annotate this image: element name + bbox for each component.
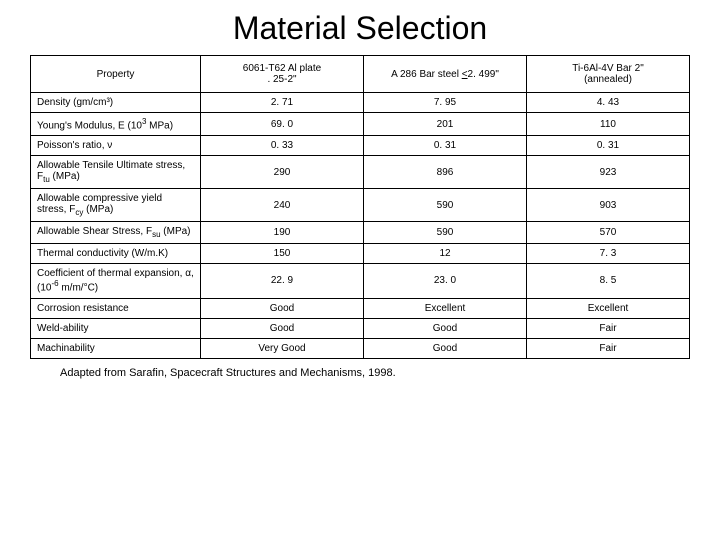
val-cell: Good [364, 338, 527, 358]
prop-cell: Corrosion resistance [31, 298, 201, 318]
prop-cell: Density (gm/cm³) [31, 93, 201, 113]
val-cell: 7. 3 [527, 244, 690, 264]
table-row: Allowable compressive yield stress, Fcy … [31, 189, 690, 222]
table-row: Young's Modulus, E (103 MPa) 69. 0 201 1… [31, 113, 690, 136]
prop-cell: Allowable Tensile Ultimate stress, Ftu (… [31, 156, 201, 189]
footer-citation: Adapted from Sarafin, Spacecraft Structu… [60, 367, 720, 379]
val-cell: 896 [364, 156, 527, 189]
val-cell: 201 [364, 113, 527, 136]
prop-cell: Weld-ability [31, 318, 201, 338]
val-cell: 23. 0 [364, 264, 527, 298]
header-col1-line2: . 25-2" [267, 74, 296, 85]
table-row: Thermal conductivity (W/m.K) 150 12 7. 3 [31, 244, 690, 264]
header-col1-line1: 6061-T62 Al plate [243, 63, 321, 74]
table-row: Corrosion resistance Good Excellent Exce… [31, 298, 690, 318]
val-cell: 590 [364, 222, 527, 244]
table-row: Allowable Tensile Ultimate stress, Ftu (… [31, 156, 690, 189]
val-cell: 69. 0 [201, 113, 364, 136]
prop-cell: Machinability [31, 338, 201, 358]
header-col3-line1: Ti-6Al-4V Bar 2" [572, 63, 644, 74]
header-row: Property 6061-T62 Al plate . 25-2" A 286… [31, 56, 690, 93]
val-cell: Excellent [527, 298, 690, 318]
prop-cell: Allowable Shear Stress, Fsu (MPa) [31, 222, 201, 244]
val-cell: 22. 9 [201, 264, 364, 298]
table-row: Allowable Shear Stress, Fsu (MPa) 190 59… [31, 222, 690, 244]
header-property: Property [31, 56, 201, 93]
prop-cell: Allowable compressive yield stress, Fcy … [31, 189, 201, 222]
table-row: Density (gm/cm³) 2. 71 7. 95 4. 43 [31, 93, 690, 113]
header-col3: Ti-6Al-4V Bar 2" (annealed) [527, 56, 690, 93]
val-cell: 2. 71 [201, 93, 364, 113]
val-cell: 290 [201, 156, 364, 189]
val-cell: Excellent [364, 298, 527, 318]
table-row: Machinability Very Good Good Fair [31, 338, 690, 358]
val-cell: Good [201, 318, 364, 338]
val-cell: 150 [201, 244, 364, 264]
val-cell: 240 [201, 189, 364, 222]
val-cell: Very Good [201, 338, 364, 358]
val-cell: 570 [527, 222, 690, 244]
val-cell: 0. 31 [364, 136, 527, 156]
header-col3-line2: (annealed) [584, 74, 632, 85]
prop-cell: Poisson's ratio, ν [31, 136, 201, 156]
val-cell: Good [201, 298, 364, 318]
val-cell: Fair [527, 318, 690, 338]
prop-cell: Coefficient of thermal expansion, α, (10… [31, 264, 201, 298]
val-cell: 0. 31 [527, 136, 690, 156]
material-table: Property 6061-T62 Al plate . 25-2" A 286… [30, 55, 690, 359]
prop-cell: Young's Modulus, E (103 MPa) [31, 113, 201, 136]
page-title: Material Selection [0, 10, 720, 47]
header-col1: 6061-T62 Al plate . 25-2" [201, 56, 364, 93]
val-cell: 923 [527, 156, 690, 189]
prop-cell: Thermal conductivity (W/m.K) [31, 244, 201, 264]
table-row: Weld-ability Good Good Fair [31, 318, 690, 338]
header-col2: A 286 Bar steel <2. 499" [364, 56, 527, 93]
table-row: Coefficient of thermal expansion, α, (10… [31, 264, 690, 298]
header-col2-text: A 286 Bar steel <2. 499" [391, 69, 499, 80]
val-cell: 12 [364, 244, 527, 264]
val-cell: 4. 43 [527, 93, 690, 113]
val-cell: 0. 33 [201, 136, 364, 156]
val-cell: Good [364, 318, 527, 338]
val-cell: 190 [201, 222, 364, 244]
val-cell: Fair [527, 338, 690, 358]
val-cell: 903 [527, 189, 690, 222]
val-cell: 8. 5 [527, 264, 690, 298]
val-cell: 110 [527, 113, 690, 136]
table-row: Poisson's ratio, ν 0. 33 0. 31 0. 31 [31, 136, 690, 156]
val-cell: 590 [364, 189, 527, 222]
val-cell: 7. 95 [364, 93, 527, 113]
